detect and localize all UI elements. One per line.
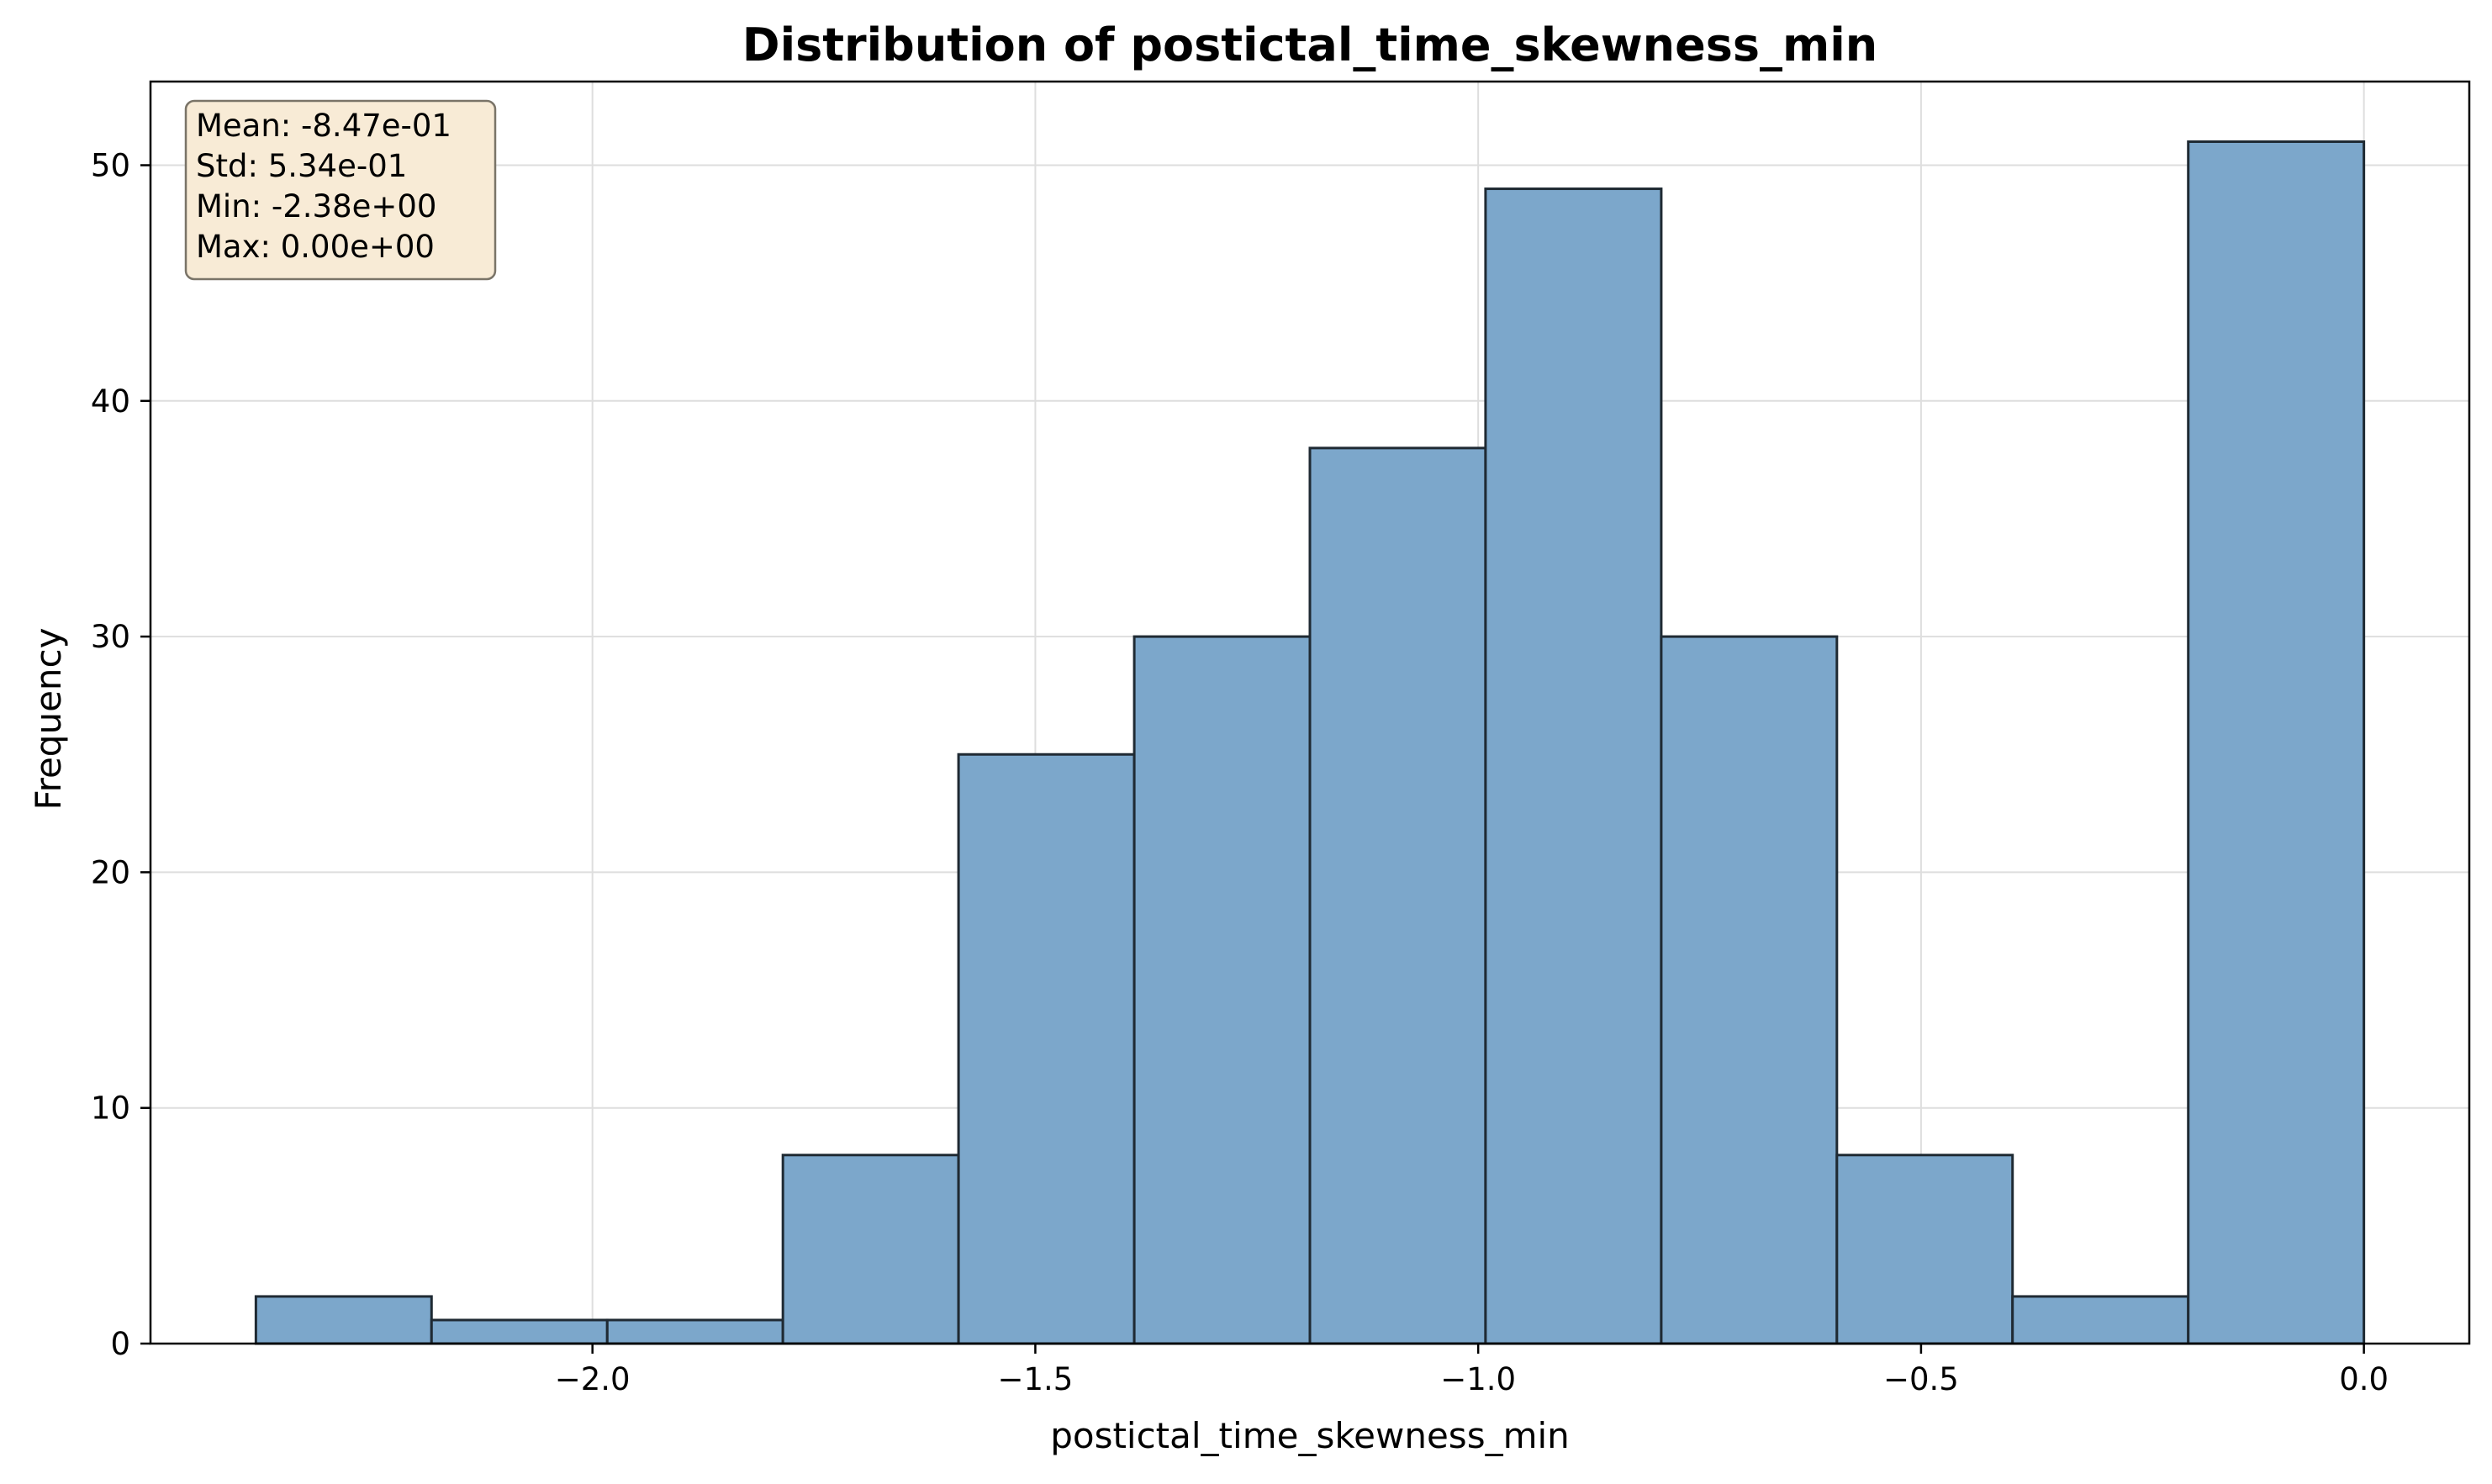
histogram-bar [957, 753, 1136, 1345]
stats-box-background [184, 99, 497, 281]
y-tick-label: 20 [91, 854, 130, 890]
stats-box: Mean: -8.47e-01 Std: 5.34e-01 Min: -2.38… [184, 99, 497, 281]
y-tick-label: 0 [110, 1326, 130, 1362]
x-tick-label: −0.5 [1883, 1361, 1959, 1397]
stats-max: Max: 0.00e+00 [196, 229, 435, 265]
x-tick-label: −1.0 [1440, 1361, 1516, 1397]
histogram-bar [605, 1318, 784, 1345]
histogram-bar [254, 1295, 433, 1345]
y-tick-label: 10 [91, 1091, 130, 1127]
histogram-bar [2187, 140, 2366, 1345]
stats-min: Min: -2.38e+00 [196, 188, 436, 224]
y-tick-label: 40 [91, 383, 130, 420]
y-tick-label: 30 [91, 619, 130, 655]
histogram-bar [1132, 635, 1312, 1345]
stats-mean: Mean: -8.47e-01 [196, 108, 451, 144]
histogram-bar [1660, 635, 1839, 1345]
y-axis-label: Frequency [28, 628, 69, 811]
plot-frame [149, 80, 2471, 1345]
x-axis-label: postictal_time_skewness_min [1050, 1415, 1570, 1456]
x-axis-ticks: −2.0 −1.5 −1.0 −0.5 0.0 [555, 1344, 2389, 1397]
histogram-bar [2011, 1295, 2190, 1345]
histogram-bar [430, 1318, 609, 1345]
histogram-bars [254, 140, 2366, 1345]
histogram-bar [781, 1154, 960, 1345]
y-axis-ticks: 0 10 20 30 40 50 [91, 148, 150, 1362]
y-tick-label: 50 [91, 148, 130, 184]
histogram-bar [1308, 446, 1487, 1345]
stats-std: Std: 5.34e-01 [196, 148, 407, 184]
histogram-bar [1835, 1154, 2014, 1345]
histogram-bar [1484, 187, 1663, 1345]
x-tick-label: 0.0 [2339, 1361, 2389, 1397]
chart-title: Distribution of postictal_time_skewness_… [742, 18, 1877, 71]
x-tick-label: −2.0 [555, 1361, 631, 1397]
x-tick-label: −1.5 [997, 1361, 1073, 1397]
